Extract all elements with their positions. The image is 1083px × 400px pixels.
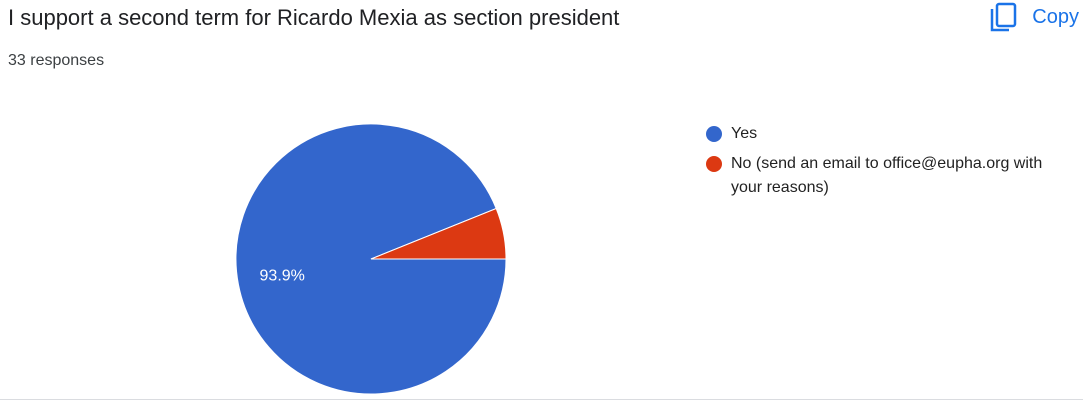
legend-swatch [706, 156, 722, 172]
legend-label: Yes [731, 125, 758, 142]
legend-item: Yes [706, 122, 1056, 146]
legend-label: No (send an email to office@eupha.org wi… [731, 155, 1043, 196]
legend: Yes No (send an email to office@eupha.org… [706, 122, 1056, 206]
copy-icon [991, 2, 1017, 32]
chart-title: I support a second term for Ricardo Mexi… [8, 5, 620, 30]
pie-slice [370, 207, 507, 260]
pie-chart: 93.9% [235, 123, 507, 395]
legend-swatch [706, 126, 722, 142]
slice-label: 93.9% [260, 267, 305, 284]
response-count: 33 responses [8, 52, 105, 69]
legend-item: No (send an email to office@eupha.org wi… [706, 152, 1056, 200]
copy-label: Copy [1032, 5, 1079, 28]
copy-button[interactable]: Copy [990, 0, 1083, 34]
